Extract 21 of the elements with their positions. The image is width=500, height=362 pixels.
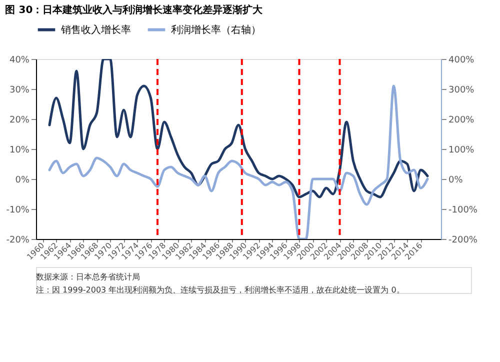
- y2-tick-label: 0%: [448, 176, 464, 186]
- chart-title: 图 30：日本建筑业收入与利润增长速率变化差异逐渐扩大: [5, 4, 264, 16]
- text: 注：因 1999-2003 年出现利润额为负、连续亏损及扭亏，利润增长率不适用，故在此处统一设置为 0。: [36, 286, 404, 294]
- source-note: 数据来源：日本总务省统计局: [36, 272, 140, 282]
- y-tick-label: 10%: [9, 146, 30, 156]
- y2-tick-label: 100%: [448, 146, 475, 156]
- y2-tick-label: 300%: [448, 86, 475, 96]
- y2-tick-label: 200%: [448, 116, 475, 126]
- y-tick-label: 0%: [15, 176, 30, 186]
- legend-label: 销售收入增长率: [60, 24, 131, 36]
- y-tick-label: -20%: [6, 236, 30, 246]
- y-tick-label: 30%: [9, 86, 30, 96]
- line-series: [48, 84, 429, 239]
- line-series: [48, 59, 429, 198]
- y-tick-label: -10%: [6, 206, 30, 216]
- y2-tick-label: -100%: [448, 206, 478, 216]
- y-tick-label: 20%: [9, 116, 30, 126]
- y-tick-label: 40%: [9, 56, 30, 66]
- y2-tick-label: -200%: [448, 236, 478, 246]
- legend-label: 利润增长率（右轴）: [171, 24, 261, 36]
- y2-tick-label: 400%: [448, 56, 475, 66]
